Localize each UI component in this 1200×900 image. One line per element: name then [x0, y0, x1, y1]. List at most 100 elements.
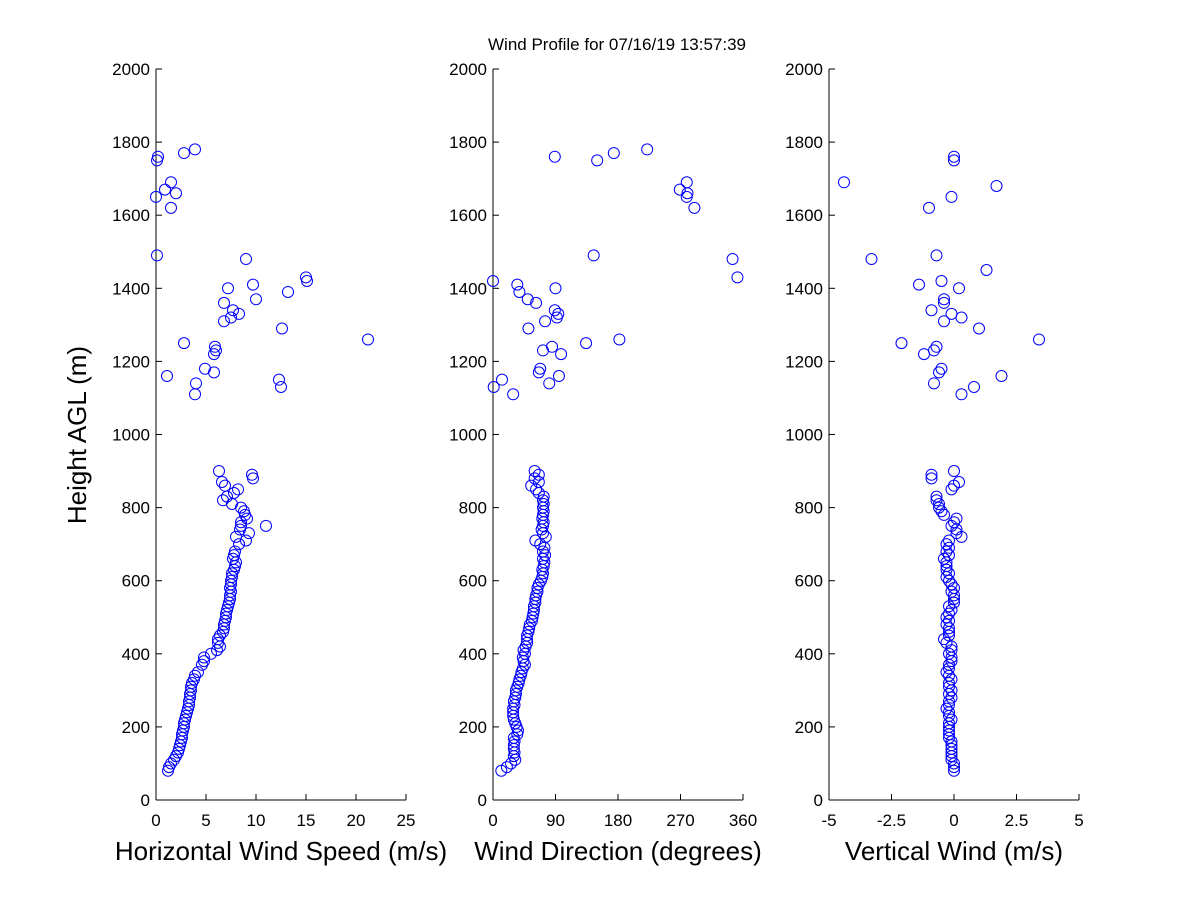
- data-point: [945, 735, 958, 748]
- data-point: [933, 497, 945, 510]
- y-tick-label: 1800: [785, 133, 823, 152]
- data-point: [591, 154, 604, 167]
- data-point: [513, 285, 526, 298]
- data-point: [487, 380, 500, 393]
- data-point: [548, 304, 561, 317]
- data-point: [529, 534, 542, 547]
- data-point: [552, 307, 565, 320]
- data-point: [980, 264, 993, 277]
- data-point: [511, 278, 524, 291]
- data-point: [940, 563, 953, 576]
- data-point: [607, 147, 620, 160]
- data-point: [613, 333, 626, 346]
- y-tick-label: 0: [141, 791, 150, 810]
- data-point: [945, 578, 958, 591]
- y-tick-label: 1400: [449, 279, 487, 298]
- data-point: [276, 322, 288, 335]
- data-point: [925, 468, 938, 481]
- data-point: [943, 614, 955, 627]
- x-tick-label: 360: [729, 811, 757, 830]
- data-point: [198, 655, 210, 668]
- y-tick-label: 2000: [112, 60, 150, 79]
- data-point: [680, 190, 693, 203]
- data-point: [913, 278, 925, 291]
- data-point: [953, 282, 965, 295]
- data-point: [938, 293, 950, 306]
- data-point: [948, 150, 960, 163]
- data-point: [940, 666, 953, 679]
- data-point: [943, 567, 955, 580]
- data-point: [943, 647, 955, 660]
- data-point: [212, 636, 224, 649]
- data-point: [530, 296, 543, 309]
- data-point: [205, 647, 217, 660]
- data-point: [222, 600, 234, 613]
- data-point: [940, 545, 953, 558]
- data-point: [943, 677, 955, 690]
- data-point: [546, 340, 559, 353]
- data-point: [923, 201, 935, 214]
- x-tick-label: 180: [604, 811, 632, 830]
- data-point: [213, 465, 225, 478]
- data-point: [174, 739, 186, 752]
- data-point: [165, 201, 177, 214]
- data-point: [229, 560, 241, 573]
- data-point: [935, 505, 948, 518]
- data-point: [161, 370, 173, 383]
- data-point: [943, 549, 955, 562]
- data-point: [943, 534, 955, 547]
- data-point: [673, 183, 686, 196]
- data-point: [580, 337, 593, 350]
- data-point: [543, 377, 556, 390]
- data-point: [995, 370, 1008, 383]
- y-tick-label: 600: [459, 572, 487, 591]
- panel-1: 0 200 400 600 800 1000 1200 1400 1600 1800 2000 0 5 1…: [112, 60, 447, 866]
- data-point: [552, 370, 565, 383]
- data-point: [522, 625, 535, 638]
- data-point: [189, 669, 201, 682]
- y-tick-label: 1400: [785, 279, 823, 298]
- data-point: [838, 176, 850, 189]
- data-point: [275, 380, 287, 393]
- data-point: [233, 307, 245, 320]
- data-point: [948, 761, 960, 774]
- data-point: [525, 479, 538, 492]
- data-point: [240, 253, 252, 266]
- data-point: [151, 249, 163, 262]
- data-point: [968, 380, 980, 393]
- data-point: [514, 669, 527, 682]
- y-tick-label: 200: [122, 718, 150, 737]
- data-point: [228, 486, 240, 499]
- data-point: [210, 344, 222, 357]
- data-point: [938, 508, 950, 521]
- data-point: [221, 603, 233, 616]
- data-point: [185, 684, 197, 697]
- data-point: [943, 629, 955, 642]
- data-point: [548, 150, 561, 163]
- y-tick-label: 1800: [112, 133, 150, 152]
- data-point: [496, 373, 509, 386]
- x-tick-label: -5: [821, 811, 836, 830]
- data-point: [940, 702, 953, 715]
- data-point: [532, 476, 545, 489]
- data-point: [945, 585, 958, 598]
- data-point: [507, 731, 520, 744]
- data-point: [943, 574, 955, 587]
- data-point: [948, 465, 960, 478]
- y-tick-label: 600: [795, 572, 823, 591]
- y-tick-label: 400: [459, 645, 487, 664]
- data-point: [528, 472, 541, 485]
- data-point: [165, 757, 177, 770]
- data-point: [925, 304, 938, 317]
- data-point: [240, 534, 252, 547]
- data-point: [549, 282, 562, 295]
- data-point: [522, 322, 535, 335]
- figure-title: Wind Profile for 07/16/19 13:57:39: [488, 35, 746, 54]
- data-point: [953, 476, 965, 489]
- y-tick-label: 0: [814, 791, 823, 810]
- data-point: [507, 388, 520, 401]
- data-point: [731, 271, 744, 284]
- data-point: [218, 315, 230, 328]
- data-point: [935, 274, 948, 287]
